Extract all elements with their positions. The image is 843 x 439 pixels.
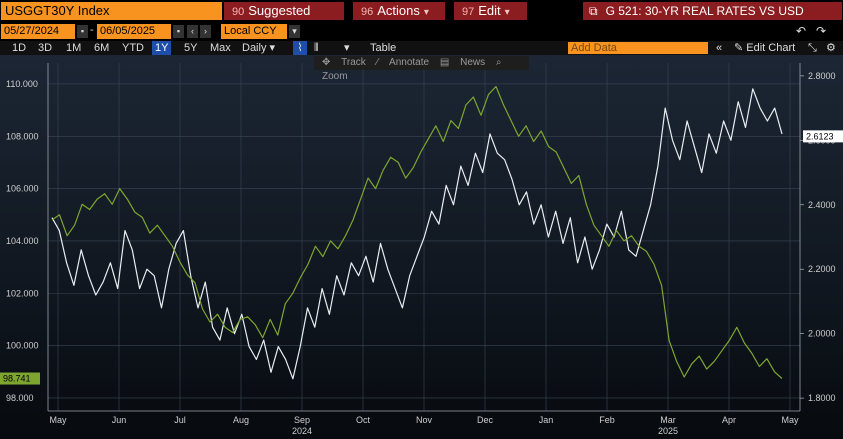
suggested-charts-number: 90 <box>232 6 245 18</box>
left-axis-tick-label: 110.000 <box>6 79 38 89</box>
right-axis-tick-label: 2.8000 <box>808 71 836 81</box>
left-axis-tick-label: 104.000 <box>6 236 39 246</box>
range-max[interactable]: Max <box>210 42 231 54</box>
zoom-label: Zoom <box>322 71 348 82</box>
resize-icon[interactable]: ⤡ <box>808 42 817 54</box>
end-date-field[interactable]: 06/05/2025 <box>97 24 171 39</box>
range-ytd[interactable]: YTD <box>122 42 144 54</box>
x-tick-label: Jan <box>539 415 554 425</box>
chart-area[interactable]: May Jun Jul Aug Sep Oct Nov Dec Jan Feb Mar Apr May 2… <box>0 55 843 439</box>
news-tool[interactable]: ▤ News <box>439 57 486 68</box>
caret-down-icon: ▾ <box>504 7 510 18</box>
track-label: Track <box>341 57 366 68</box>
more-chevron-icon[interactable]: ▾ <box>344 42 350 54</box>
real-rate-series-line <box>51 88 783 380</box>
x-tick-label: May <box>781 415 799 425</box>
x-tick-label: Mar <box>660 415 676 425</box>
line-chart-icon[interactable]: ⌇ <box>293 41 307 55</box>
prev-period-icon[interactable]: ‹ <box>187 25 198 38</box>
chart-title-bar: ⧉ G 521: 30-YR REAL RATES VS USD <box>583 2 842 20</box>
x-tick-label: Apr <box>722 415 736 425</box>
left-axis-tick-label: 102.000 <box>6 288 39 298</box>
x-tick-label: Jul <box>174 415 186 425</box>
x-tick-label: Aug <box>233 415 249 425</box>
x-tick-label: Jun <box>112 415 127 425</box>
frequency-select[interactable]: Daily ▾ <box>242 42 276 54</box>
news-label: News <box>460 57 486 68</box>
line-chart: May Jun Jul Aug Sep Oct Nov Dec Jan Feb Mar Apr May 2… <box>0 63 843 436</box>
range-1m[interactable]: 1M <box>66 42 82 54</box>
calendar-icon[interactable]: ▪ <box>77 25 88 38</box>
actions-menu[interactable]: 96 Actions ▾ <box>353 2 445 20</box>
currency-caret-icon[interactable]: ▾ <box>289 25 300 38</box>
x-tick-label: Nov <box>416 415 433 425</box>
range-3d[interactable]: 3D <box>38 42 53 54</box>
right-axis-tick-label: 1.8000 <box>808 393 836 403</box>
x-tick-label: Dec <box>477 415 494 425</box>
edit-chart-button[interactable]: ✎ Edit Chart <box>734 41 795 55</box>
range-1y[interactable]: 1Y <box>152 41 172 55</box>
add-data-input[interactable]: Add Data <box>568 42 708 54</box>
zoom-tool[interactable]: ⌕ Zoom <box>322 57 502 82</box>
start-date-field[interactable]: 05/27/2024 <box>1 24 75 39</box>
edit-number: 97 <box>462 6 475 18</box>
x-tick-label: Oct <box>356 415 371 425</box>
right-axis-tick-label: 2.4000 <box>808 200 836 210</box>
frequency-label: Daily <box>242 42 267 54</box>
year-label: 2025 <box>658 426 678 436</box>
edit-chart-label: Edit Chart <box>746 42 796 54</box>
usd-series-line <box>51 85 783 379</box>
right-axis-tick-label: 2.2000 <box>808 264 836 274</box>
x-tick-label: May <box>49 415 67 425</box>
pencil-icon: ✎ <box>734 42 744 54</box>
currency-label: Local CCY <box>224 25 277 37</box>
range-6m[interactable]: 6M <box>94 42 110 54</box>
left-last-value-label: 98.741 <box>3 374 31 384</box>
right-last-value-badge <box>803 130 843 143</box>
range-bar: 1D 3D 1M 6M YTD 1Y 5Y Max Daily ▾ ⌇ ⫴ ▾ … <box>0 41 843 55</box>
collapse-icon[interactable]: « <box>716 42 723 54</box>
actions-label: Actions <box>377 3 420 18</box>
next-period-icon[interactable]: › <box>200 25 211 38</box>
table-button[interactable]: Table <box>370 42 397 54</box>
caret-down-icon: ▾ <box>423 7 429 18</box>
redo-icon[interactable]: ↷ <box>816 24 827 38</box>
edit-label: Edit <box>478 3 501 18</box>
left-axis-tick-label: 98.000 <box>6 393 34 403</box>
chart-title: G 521: 30-YR REAL RATES VS USD <box>605 4 804 18</box>
external-link-icon[interactable]: ⧉ <box>589 4 598 18</box>
x-tick-label: Feb <box>599 415 615 425</box>
x-tick-label: Sep <box>294 415 310 425</box>
edit-menu[interactable]: 97 Edit ▾ <box>454 2 527 20</box>
date-bar: 05/27/2024 ▪ - 06/05/2025 ▪ ‹ › Local CC… <box>0 23 843 40</box>
right-axis-tick-label: 2.0000 <box>808 329 836 339</box>
track-tool[interactable]: ✥ Track <box>322 57 366 68</box>
left-axis-tick-label: 100.000 <box>6 341 39 351</box>
right-last-value-label: 2.6123 <box>806 131 834 141</box>
undo-icon[interactable]: ↶ <box>796 24 807 38</box>
ticker-field[interactable]: USGGT30Y Index <box>1 2 222 20</box>
calendar-icon[interactable]: ▪ <box>173 25 184 38</box>
annotate-label: Annotate <box>389 57 430 68</box>
chart-tools-bar: ✥ Track ⁄ Annotate ▤ News ⌕ Zoom <box>314 56 529 82</box>
date-separator: - <box>90 24 94 36</box>
actions-number: 96 <box>361 6 374 18</box>
left-axis-tick-label: 108.000 <box>6 131 39 141</box>
left-axis-tick-label: 106.000 <box>6 184 39 194</box>
left-last-value-badge <box>0 372 40 385</box>
bar-chart-icon[interactable]: ⫴ <box>314 42 319 54</box>
currency-select[interactable]: Local CCY <box>221 24 287 39</box>
year-label: 2024 <box>292 426 312 436</box>
range-5y[interactable]: 5Y <box>184 42 198 54</box>
gear-icon[interactable]: ⚙ <box>826 42 836 54</box>
range-1d[interactable]: 1D <box>12 42 27 54</box>
annotate-tool[interactable]: ⁄ Annotate <box>376 57 430 68</box>
